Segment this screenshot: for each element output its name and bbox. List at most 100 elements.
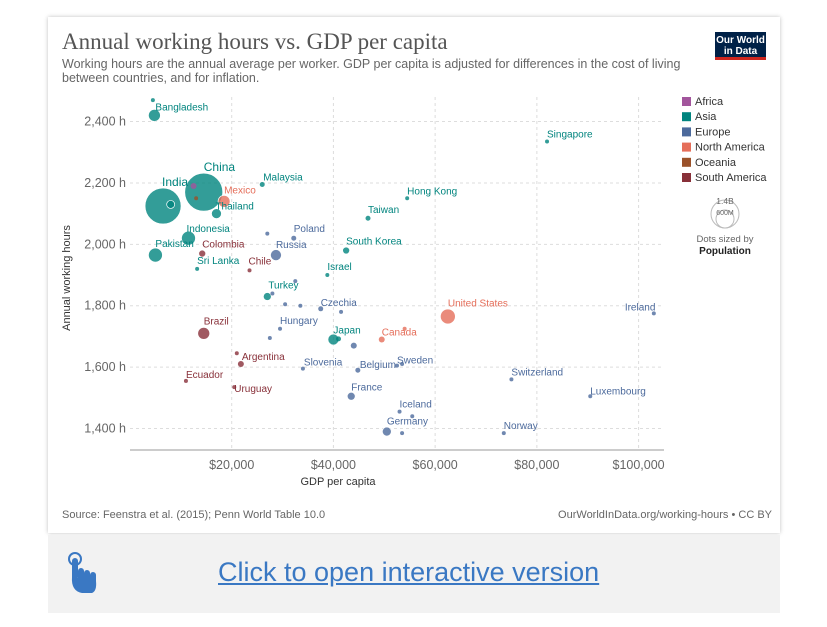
data-point[interactable] (217, 195, 231, 208)
y-tick-label: 2,000 h (84, 237, 126, 251)
data-point[interactable] (183, 378, 188, 383)
point-label: Sri Lanka (197, 256, 240, 267)
point-label: Taiwan (368, 205, 399, 216)
data-point[interactable] (405, 196, 410, 201)
data-point[interactable] (402, 326, 407, 331)
legend-label[interactable]: Africa (695, 96, 724, 108)
data-point[interactable] (247, 268, 252, 273)
data-point[interactable] (400, 431, 405, 436)
data-point[interactable] (336, 336, 342, 342)
source-link[interactable]: OurWorldInData.org/working-hours • CC BY (558, 509, 772, 521)
data-point[interactable] (194, 196, 199, 201)
data-point[interactable] (166, 200, 176, 209)
chart-title: Annual working hours vs. GDP per capita (62, 29, 448, 54)
point-label: Mexico (224, 185, 256, 196)
data-point[interactable] (184, 172, 224, 212)
data-point[interactable] (300, 366, 305, 371)
data-point[interactable] (293, 279, 298, 284)
data-point[interactable] (265, 231, 270, 236)
legend-label[interactable]: North America (695, 142, 766, 154)
point-label: Japan (333, 325, 360, 336)
data-point[interactable] (339, 309, 344, 314)
data-point[interactable] (148, 247, 163, 263)
data-point[interactable] (267, 335, 272, 340)
data-point[interactable] (237, 361, 244, 368)
legend-label[interactable]: Asia (695, 111, 717, 123)
data-point[interactable] (144, 187, 182, 225)
data-point[interactable] (291, 235, 297, 241)
y-tick-label: 2,200 h (84, 176, 126, 190)
data-point[interactable] (400, 362, 405, 367)
point-label: Switzerland (511, 367, 563, 378)
x-axis-ticks: $20,000 $40,000 $60,000 $80,000 $100,000 (209, 458, 665, 472)
y-tick-label: 1,600 h (84, 360, 126, 374)
size-legend: 1.4B 600M Dots sized by Population (696, 196, 753, 257)
legend-label[interactable]: Europe (695, 126, 730, 138)
y-tick-label: 1,800 h (84, 299, 126, 313)
scatter-plot[interactable]: 1,400 h 1,600 h 1,800 h 2,000 h 2,200 h 2,400… (48, 17, 780, 497)
data-point[interactable] (190, 183, 197, 190)
point-label: Hungary (280, 316, 318, 327)
data-point[interactable] (545, 139, 550, 144)
open-interactive-link[interactable]: Click to open interactive version (218, 557, 600, 587)
data-points[interactable] (144, 98, 656, 437)
x-tick-label: $20,000 (209, 458, 254, 472)
data-point[interactable] (395, 363, 399, 368)
legend-swatch[interactable] (682, 142, 691, 152)
point-label: Colombia (202, 240, 245, 251)
data-point[interactable] (198, 249, 207, 258)
data-point[interactable] (278, 326, 283, 331)
data-point[interactable] (346, 391, 356, 401)
legend-label[interactable]: Oceania (695, 157, 737, 169)
data-point[interactable] (397, 409, 402, 414)
point-label: France (351, 382, 383, 393)
data-point[interactable] (588, 394, 593, 399)
x-axis-label: GDP per capita (300, 476, 376, 488)
data-point[interactable] (440, 308, 456, 325)
data-point[interactable] (259, 181, 265, 187)
data-point[interactable] (270, 291, 275, 296)
data-point[interactable] (509, 377, 514, 382)
data-point[interactable] (181, 230, 196, 246)
data-point[interactable] (651, 311, 656, 316)
data-point[interactable] (262, 292, 272, 301)
data-point[interactable] (232, 385, 237, 390)
data-point[interactable] (342, 246, 350, 255)
data-point[interactable] (148, 109, 161, 122)
legend-label[interactable]: South America (695, 172, 767, 184)
size-legend-caption: Dots sized by (696, 234, 753, 245)
data-point[interactable] (355, 367, 361, 373)
data-point[interactable] (283, 302, 288, 307)
point-label: United States (448, 298, 508, 309)
legend-swatch[interactable] (682, 157, 691, 167)
data-point[interactable] (298, 303, 303, 308)
data-point[interactable] (410, 414, 415, 419)
point-label: Norway (504, 421, 538, 432)
data-point[interactable] (150, 98, 155, 103)
x-tick-label: $100,000 (613, 458, 665, 472)
logo-text: Our World in Data (716, 35, 765, 57)
source-note: Source: Feenstra et al. (2015); Penn Wor… (62, 509, 326, 521)
data-point[interactable] (197, 327, 211, 340)
interactive-banner[interactable]: Click to open interactive version (48, 535, 780, 613)
legend-swatch[interactable] (682, 112, 691, 122)
owid-logo[interactable]: Our World in Data (715, 32, 766, 60)
data-point[interactable] (325, 273, 330, 278)
data-point[interactable] (501, 431, 506, 436)
point-label: Canada (382, 327, 417, 338)
region-legend[interactable]: Africa Asia Europe North America Oceania Sout… (682, 96, 767, 184)
legend-swatch[interactable] (682, 173, 691, 182)
legend-swatch[interactable] (682, 97, 691, 106)
data-point[interactable] (381, 426, 392, 437)
data-point[interactable] (350, 342, 357, 349)
point-label: Malaysia (263, 172, 303, 183)
data-point[interactable] (365, 215, 371, 221)
data-point[interactable] (270, 249, 282, 261)
data-point[interactable] (318, 306, 324, 312)
data-point[interactable] (378, 336, 385, 343)
data-point[interactable] (211, 208, 222, 219)
size-legend-top-value: 1.4B (716, 196, 734, 206)
legend-swatch[interactable] (682, 127, 691, 137)
data-point[interactable] (195, 266, 200, 271)
data-point[interactable] (234, 351, 239, 356)
